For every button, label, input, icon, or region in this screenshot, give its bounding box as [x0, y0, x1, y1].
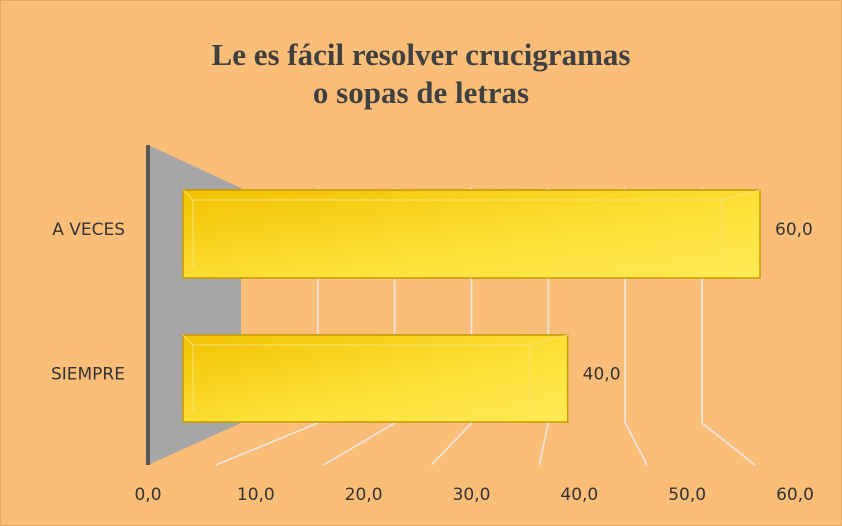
x-tick-label: 30,0 [453, 485, 491, 505]
grid-line [624, 422, 648, 466]
chart-title: o sopas de letras [313, 75, 529, 110]
grid-line [215, 422, 319, 466]
grid-line [538, 422, 550, 466]
category-label: SIEMPRE [51, 365, 125, 385]
bar [182, 189, 761, 279]
grid-line [701, 422, 756, 466]
chart-title: Le es fácil resolver crucigramas [212, 37, 631, 72]
bar-edge [529, 334, 568, 346]
x-tick-label: 10,0 [237, 485, 275, 505]
bar-face [182, 334, 569, 423]
x-tick-label: 60,0 [776, 485, 814, 505]
value-label: 60,0 [775, 220, 813, 240]
value-label: 40,0 [583, 365, 621, 385]
bar-edge [182, 189, 194, 201]
bar-face [182, 189, 761, 279]
grid-line [430, 422, 473, 466]
bar-edge [182, 334, 194, 346]
bar-edge [192, 344, 531, 412]
grid-line [323, 422, 396, 466]
bar-edge [721, 189, 761, 201]
bar-edge [192, 199, 723, 268]
x-tick-label: 0,0 [134, 485, 161, 505]
bar [182, 334, 569, 423]
x-tick-label: 40,0 [560, 485, 598, 505]
category-label: A VECES [52, 220, 125, 240]
x-tick-label: 20,0 [345, 485, 383, 505]
x-tick-label: 50,0 [668, 485, 706, 505]
